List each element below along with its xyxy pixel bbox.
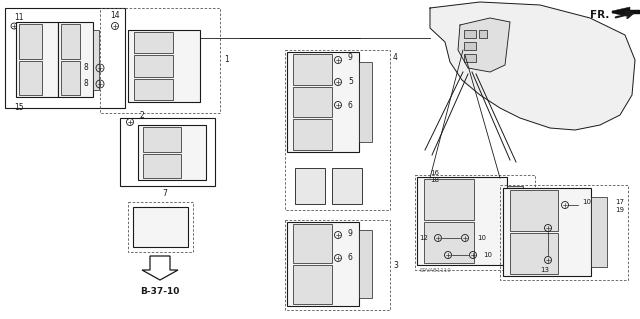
Text: B-37-10: B-37-10 — [140, 287, 180, 296]
Bar — [5, 8, 125, 108]
Bar — [464, 54, 476, 62]
Bar — [100, 8, 220, 113]
Bar — [510, 233, 559, 274]
Bar — [417, 177, 507, 265]
Text: 4: 4 — [393, 54, 398, 63]
Text: 15: 15 — [14, 103, 24, 113]
Bar — [292, 119, 332, 150]
Bar — [120, 118, 215, 186]
Text: 7: 7 — [163, 189, 168, 197]
Text: 2: 2 — [140, 110, 145, 120]
Bar — [479, 30, 487, 38]
Bar — [292, 87, 332, 117]
Bar — [332, 168, 362, 204]
Bar — [503, 188, 591, 276]
Bar — [292, 224, 332, 263]
Bar — [61, 61, 80, 95]
Bar — [16, 22, 58, 97]
Text: 6: 6 — [348, 100, 353, 109]
Text: FR.: FR. — [590, 10, 609, 20]
Text: 19: 19 — [615, 207, 624, 213]
Bar — [128, 202, 193, 252]
Bar — [424, 222, 474, 263]
Text: 8: 8 — [83, 79, 88, 88]
Bar — [143, 153, 181, 178]
Bar — [415, 175, 535, 270]
Bar — [19, 61, 42, 95]
Polygon shape — [612, 7, 640, 17]
Bar — [500, 185, 628, 280]
Polygon shape — [458, 18, 510, 72]
Bar — [287, 52, 359, 152]
Bar — [285, 220, 390, 310]
Bar — [292, 54, 332, 85]
Text: 17: 17 — [615, 199, 624, 205]
Text: 9: 9 — [348, 54, 353, 63]
Text: 12: 12 — [419, 235, 428, 241]
Text: 13: 13 — [541, 267, 550, 273]
Text: 16: 16 — [430, 170, 439, 176]
Bar — [128, 30, 200, 102]
Bar — [507, 186, 524, 256]
Polygon shape — [430, 2, 635, 130]
Bar — [287, 222, 359, 306]
Bar — [292, 265, 332, 304]
Bar — [134, 32, 173, 53]
Text: 10: 10 — [477, 235, 486, 241]
Bar — [134, 55, 173, 77]
Polygon shape — [142, 256, 178, 280]
Text: 14: 14 — [110, 11, 120, 19]
Text: 9: 9 — [348, 228, 353, 238]
Bar — [464, 42, 476, 50]
Bar — [591, 197, 607, 267]
Text: 18: 18 — [430, 177, 439, 183]
Bar — [510, 190, 559, 231]
Bar — [464, 30, 476, 38]
Bar — [424, 179, 474, 220]
Bar — [285, 50, 390, 210]
Bar — [58, 22, 93, 97]
Bar — [93, 29, 99, 90]
Text: 1: 1 — [224, 56, 228, 64]
Text: 6: 6 — [348, 254, 353, 263]
Text: 11: 11 — [14, 13, 24, 23]
Bar — [138, 125, 206, 180]
Bar — [295, 168, 325, 204]
Bar — [61, 24, 80, 58]
Bar — [133, 207, 188, 247]
Text: 5: 5 — [348, 78, 353, 86]
Bar — [143, 127, 181, 152]
Bar — [134, 79, 173, 100]
Bar — [19, 24, 42, 58]
Bar — [359, 62, 372, 142]
Text: 10: 10 — [582, 199, 591, 205]
Text: 3: 3 — [393, 261, 398, 270]
Bar — [359, 230, 372, 298]
Text: 8: 8 — [83, 63, 88, 72]
Text: S9VAB1110: S9VAB1110 — [419, 268, 451, 272]
Text: 10: 10 — [483, 252, 492, 258]
